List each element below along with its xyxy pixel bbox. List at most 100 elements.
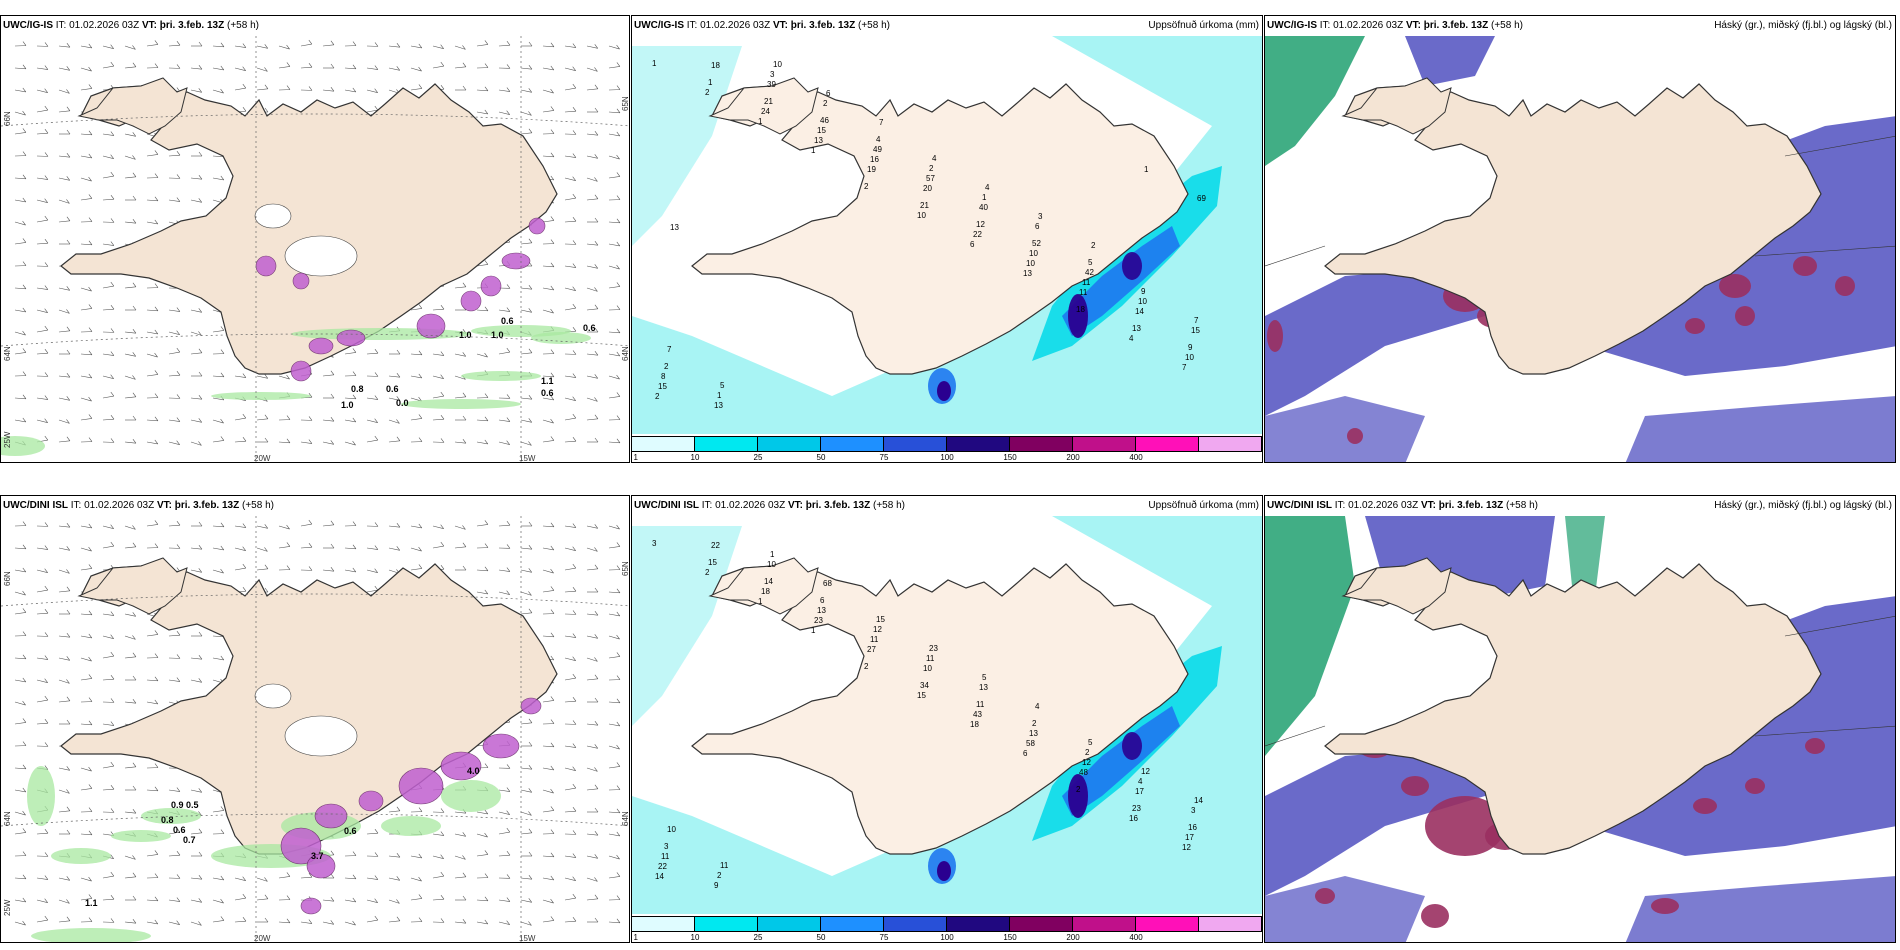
precip-value-label: 6 <box>820 596 825 605</box>
precip-value-label: 2 <box>705 88 710 97</box>
colorbar-cell <box>1199 437 1262 451</box>
precip-colorbar: 1 10 25 50 75 100 150 200 400 <box>632 436 1262 462</box>
precip-value-label: 13 <box>979 683 988 692</box>
precip-value-label: 5 <box>1088 738 1093 747</box>
wind-value-label: 4.0 <box>467 766 480 776</box>
colorbar-label: 50 <box>816 453 826 462</box>
precip-value-label: 9 <box>714 881 719 890</box>
precip-value-label: 5 <box>1088 258 1093 267</box>
wind-snow-map: 1.0 1.0 0.6 0.6 1.0 0.8 0.6 1.1 0.6 0.0 <box>1 16 629 462</box>
lat-label: 64N <box>3 346 12 361</box>
colorbar-cell <box>947 917 1010 931</box>
precip-value-label: 17 <box>1185 833 1194 842</box>
precip-value-label: 11 <box>870 635 879 644</box>
snow-accumulation <box>280 697 542 915</box>
precip-value-label: 3 <box>770 70 775 79</box>
colorbar-cell <box>821 437 884 451</box>
precip-value-label: 11 <box>1079 288 1088 297</box>
precip-value-label: 6 <box>970 240 975 249</box>
precip-value-label: 2 <box>1032 719 1037 728</box>
lat-label: 65N <box>621 561 630 576</box>
precip-value-label: 18 <box>761 587 770 596</box>
precip-value-label: 16 <box>1129 814 1138 823</box>
precip-value-label: 8 <box>661 372 666 381</box>
wind-value-label: 0.6 <box>386 384 399 394</box>
colorbar-cell <box>884 917 947 931</box>
colorbar-cell <box>1010 437 1073 451</box>
wind-value-label: 0.0 <box>396 398 409 408</box>
colorbar-cell <box>1136 917 1199 931</box>
precip-value-label: 15 <box>658 382 667 391</box>
precip-value-label: 12 <box>1141 767 1150 776</box>
lon-label: 15W <box>519 934 536 943</box>
wind-value-label: 0.6 <box>173 825 186 835</box>
colorbar-cell <box>758 917 821 931</box>
precip-value-label: 15 <box>917 691 926 700</box>
precip-value-label: 4 <box>876 135 881 144</box>
colorbar-label: 100 <box>940 453 954 462</box>
precip-value-label: 6 <box>1023 749 1028 758</box>
precip-value-label: 68 <box>823 579 832 588</box>
colorbar-label: 25 <box>753 933 763 942</box>
precip-value-label: 5 <box>720 381 725 390</box>
precip-value-label: 4 <box>1129 334 1134 343</box>
precip-value-labels: 1211210613184721241319212210111310151821… <box>652 59 1206 410</box>
colorbar-cell <box>695 917 758 931</box>
iceland-landmass <box>691 77 1189 375</box>
precip-value-labels: 3211215186216121415182327344358482317222… <box>652 539 1203 890</box>
precip-value-label: 4 <box>932 154 937 163</box>
precip-value-label: 15 <box>1191 326 1200 335</box>
precip-value-label: 24 <box>761 107 770 116</box>
precip-value-label: 7 <box>879 118 884 127</box>
colorbar-cell <box>632 437 695 451</box>
precip-value-label: 22 <box>973 230 982 239</box>
precip-value-label: 11 <box>661 852 670 861</box>
precip-value-label: 3 <box>652 539 657 548</box>
colorbar-cell <box>1073 917 1136 931</box>
precip-value-label: 7 <box>1194 316 1199 325</box>
precip-value-label: 14 <box>655 872 664 881</box>
colorbar-label: 50 <box>816 933 826 942</box>
iceland-landmass <box>60 77 558 375</box>
precip-value-label: 10 <box>1138 297 1147 306</box>
snow-accumulation <box>255 217 546 382</box>
colorbar-cell <box>695 437 758 451</box>
precip-value-label: 15 <box>708 558 717 567</box>
precip-value-label: 27 <box>867 645 876 654</box>
precip-value-label: 4 <box>1138 777 1143 786</box>
precip-value-label: 2 <box>705 568 710 577</box>
precip-value-label: 19 <box>867 165 876 174</box>
precip-value-label: 13 <box>1029 729 1038 738</box>
precip-value-label: 16 <box>870 155 879 164</box>
colorbar-label: 200 <box>1066 453 1080 462</box>
panel-header: UWC/DINI ISL IT: 01.02.2026 03Z VT: þri.… <box>3 500 274 511</box>
colorbar-label: 400 <box>1129 933 1143 942</box>
lat-lon-grid <box>1 516 629 942</box>
precip-value-label: 3 <box>664 842 669 851</box>
lat-label: 64N <box>3 811 12 826</box>
lon-label: 20W <box>254 934 271 943</box>
iceland-landmass <box>1324 77 1822 375</box>
precip-value-label: 23 <box>814 616 823 625</box>
precip-map-top: UWC/IG-IS IT: 01.02.2026 03Z VT: þri. 3.… <box>631 15 1263 463</box>
precip-value-label: 58 <box>1026 739 1035 748</box>
cloud-map-top: UWC/IG-IS IT: 01.02.2026 03Z VT: þri. 3.… <box>1264 15 1896 463</box>
precip-value-label: 11 <box>1082 278 1091 287</box>
colorbar-label: 150 <box>1003 453 1017 462</box>
precip-value-label: 2 <box>929 164 934 173</box>
precip-value-label: 2 <box>823 99 828 108</box>
precip-value-label: 2 <box>1076 785 1081 794</box>
precip-value-label: 4 <box>1035 702 1040 711</box>
precip-value-label: 22 <box>711 541 720 550</box>
wind-value-label: 3.7 <box>311 851 324 861</box>
precip-value-label: 17 <box>1135 787 1144 796</box>
precip-value-label: 10 <box>667 825 676 834</box>
wind-value-label: 1.1 <box>85 898 98 908</box>
precip-value-label: 42 <box>1085 268 1094 277</box>
lon-label: 25W <box>3 899 12 916</box>
colorbar-label: 10 <box>690 453 700 462</box>
precip-value-label: 46 <box>820 116 829 125</box>
colorbar-cell <box>1199 917 1262 931</box>
precip-value-label: 3 <box>1038 212 1043 221</box>
wind-value-label: 1.1 <box>541 376 554 386</box>
